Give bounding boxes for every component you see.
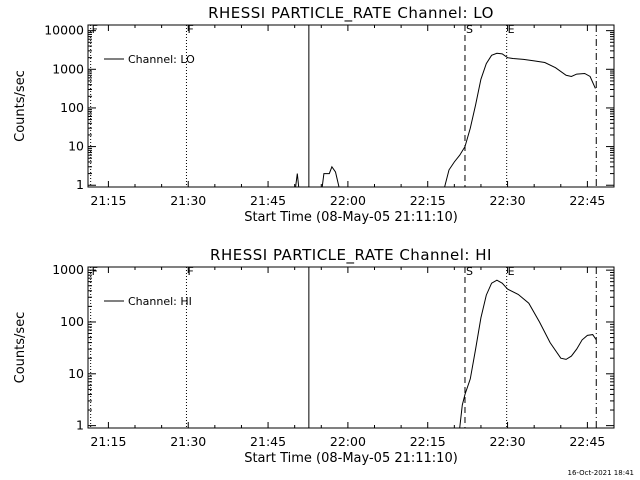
chart-title: RHESSI PARTICLE_RATE Channel: HI (210, 246, 492, 265)
x-tick-label: 22:15 (410, 434, 446, 449)
time-marker-label: F (92, 23, 98, 36)
x-tick-label: 22:00 (330, 193, 366, 208)
y-tick-label: 10 (68, 366, 84, 381)
x-tick-label: 22:15 (410, 193, 446, 208)
x-tick-label: 22:45 (569, 193, 605, 208)
timestamp: 16-Oct-2021 18:41 (567, 469, 634, 477)
y-tick-label: 100 (60, 100, 84, 115)
y-tick-label: 100 (60, 314, 84, 329)
x-axis-label: Start Time (08-May-05 21:11:10) (244, 210, 458, 225)
y-tick-label: 1000 (52, 262, 84, 277)
x-tick-label: 22:45 (569, 434, 605, 449)
x-tick-label: 22:30 (490, 434, 526, 449)
plot-frame (87, 24, 615, 188)
x-tick-label: 21:15 (90, 193, 126, 208)
x-tick-label: 21:30 (170, 193, 206, 208)
y-tick-label: 1000 (52, 61, 84, 76)
x-tick-label: 21:45 (250, 434, 286, 449)
x-tick-label: 21:45 (250, 193, 286, 208)
y-tick-label: 1 (76, 177, 84, 192)
x-tick-label: 22:30 (490, 193, 526, 208)
series-line (444, 52, 596, 188)
time-marker-label: F (187, 265, 193, 278)
time-marker-label: F (187, 23, 193, 36)
x-tick-label: 21:15 (90, 434, 126, 449)
series-line (295, 173, 300, 188)
x-tick-label: 21:30 (170, 434, 206, 449)
legend-label: Channel: LO (128, 53, 195, 66)
series-line (459, 279, 597, 429)
y-tick-label: 10000 (44, 23, 84, 38)
time-marker-label: S (466, 23, 473, 36)
chart-title: RHESSI PARTICLE_RATE Channel: LO (208, 4, 494, 23)
y-tick-label: 10 (68, 139, 84, 154)
x-axis-label: Start Time (08-May-05 21:11:10) (244, 451, 458, 466)
y-tick-label: 1 (76, 418, 84, 433)
plot-frame (87, 266, 615, 429)
legend-label: Channel: HI (128, 295, 192, 308)
y-axis-label: Counts/sec (13, 312, 28, 384)
y-axis-label: Counts/sec (13, 70, 28, 142)
time-marker-label: E (508, 23, 515, 36)
time-marker-label: F (92, 265, 98, 278)
series-line (321, 165, 340, 188)
time-marker-label: E (508, 265, 515, 278)
x-tick-label: 22:00 (330, 434, 366, 449)
time-marker-label: S (466, 265, 473, 278)
